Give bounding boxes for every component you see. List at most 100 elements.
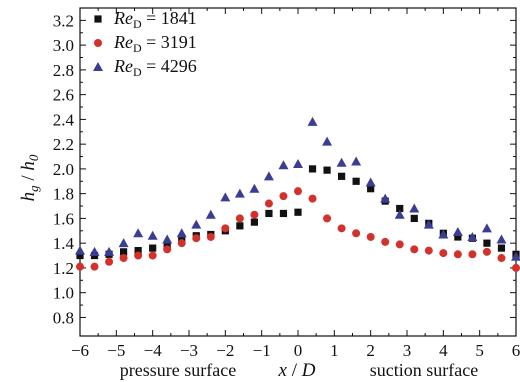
y-tick-label: 1.2	[53, 259, 74, 278]
data-point-circle	[395, 240, 404, 249]
data-point-triangle	[423, 219, 434, 229]
data-point-circle	[453, 250, 462, 259]
x-tick-label: −6	[71, 341, 89, 360]
data-point-triangle	[452, 227, 463, 237]
data-point-triangle	[293, 158, 303, 168]
data-point-circle	[90, 262, 99, 271]
data-point-triangle	[220, 192, 231, 202]
data-point-triangle	[511, 251, 520, 261]
data-point-triangle	[409, 203, 420, 213]
y-tick-label: 1.8	[53, 185, 74, 204]
y-tick-label: 2.6	[53, 86, 74, 105]
y-tick-label: 2.8	[53, 61, 74, 80]
legend-marker-circle	[94, 39, 102, 47]
data-points	[75, 116, 520, 272]
data-point-circle	[366, 232, 375, 241]
axes: −6 −5 −4 −3 −2 −1 0 1 2 3 4 5 6 0.8 1.0 1.2 1.4 1.6 1.8 2.0…	[53, 7, 520, 360]
data-point-square	[323, 166, 331, 174]
data-point-square	[352, 177, 360, 185]
legend-marker-triangle	[93, 62, 103, 71]
x-tick-label: −2	[216, 341, 234, 360]
data-point-triangle	[234, 188, 245, 198]
legend-label: ReD = 4296	[113, 56, 197, 79]
data-point-square	[250, 218, 258, 226]
data-point-square	[134, 246, 142, 255]
data-point-triangle	[351, 156, 362, 166]
x-tick-label: 2	[366, 341, 375, 360]
data-point-circle	[352, 229, 361, 238]
data-point-circle	[119, 254, 128, 263]
data-point-square	[497, 244, 506, 252]
data-point-circle	[264, 199, 273, 208]
data-point-triangle	[176, 228, 187, 238]
data-point-triangle	[496, 234, 507, 244]
data-point-triangle	[438, 229, 449, 239]
data-point-triangle	[278, 160, 289, 170]
data-point-triangle	[322, 136, 333, 146]
legend-label: ReD = 1841	[113, 8, 197, 31]
data-point-triangle	[133, 228, 144, 238]
x-axis-unit: D	[301, 360, 316, 381]
y-tick-label: 3.0	[53, 36, 74, 55]
data-point-circle	[468, 250, 477, 259]
data-point-circle	[206, 232, 215, 241]
data-point-circle	[134, 251, 143, 260]
data-point-triangle	[336, 157, 347, 167]
data-point-triangle	[147, 230, 158, 240]
data-point-square	[120, 248, 128, 256]
data-point-circle	[439, 249, 448, 258]
pressure-surface-label: pressure surface	[120, 360, 236, 380]
x-tick-label: 1	[330, 341, 339, 360]
data-point-square	[76, 251, 84, 260]
y-tick-label: 2.0	[53, 160, 74, 179]
data-point-circle	[177, 239, 186, 248]
y-tick-label: 2.2	[53, 135, 74, 154]
y-tick-label: 0.8	[53, 308, 74, 327]
y-tick-label: 1.0	[53, 284, 74, 303]
x-axis-title: x / D	[278, 360, 316, 381]
data-point-circle	[381, 237, 390, 246]
data-point-square	[236, 222, 244, 230]
x-tick-label: 6	[512, 341, 520, 360]
data-point-triangle	[263, 171, 274, 181]
x-axis-sep: /	[287, 360, 302, 381]
data-point-circle	[76, 262, 84, 271]
data-point-square	[410, 214, 418, 223]
y-tick-label: 1.6	[53, 209, 74, 228]
data-point-triangle	[104, 246, 115, 256]
x-tick-label: −3	[180, 341, 198, 360]
x-tick-label: −5	[107, 341, 125, 360]
data-point-circle	[308, 194, 317, 203]
data-point-triangle	[249, 183, 260, 193]
data-point-circle	[192, 234, 201, 243]
data-point-triangle	[380, 193, 391, 203]
data-point-circle	[148, 251, 157, 260]
legend-marker-square	[94, 15, 102, 23]
data-point-circle	[279, 192, 288, 201]
data-point-triangle	[467, 231, 478, 241]
data-point-square	[279, 209, 288, 218]
x-tick-label: −1	[253, 341, 271, 360]
data-point-square	[483, 239, 491, 247]
x-axis-var: x	[278, 360, 288, 381]
data-point-triangle	[365, 177, 376, 187]
data-point-triangle	[307, 116, 318, 126]
data-point-circle	[512, 263, 520, 272]
x-tick-label: 0	[294, 341, 303, 360]
data-point-square	[454, 233, 462, 241]
data-point-circle	[482, 247, 491, 256]
x-tick-label: −4	[144, 341, 163, 360]
data-point-circle	[337, 224, 346, 233]
data-point-square	[308, 165, 317, 173]
y-tick-label: 1.4	[53, 234, 75, 253]
data-point-circle	[323, 214, 332, 223]
y-tick-label: 3.2	[53, 11, 74, 30]
data-point-square	[149, 244, 157, 252]
data-point-circle	[497, 254, 506, 263]
labels: x / D pressure surface suction surface h…	[18, 154, 478, 381]
data-point-square	[367, 185, 375, 193]
data-point-square	[265, 209, 273, 218]
data-point-square	[338, 172, 346, 180]
